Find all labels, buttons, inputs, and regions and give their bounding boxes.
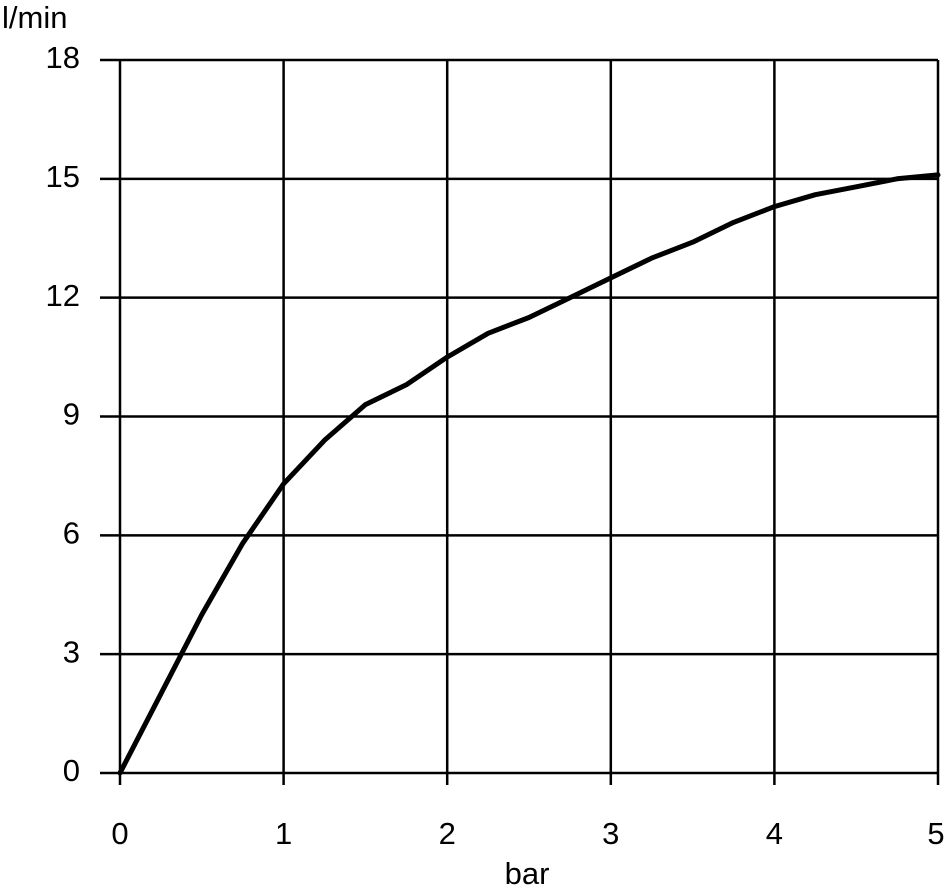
y-tick-label: 12 [46, 278, 80, 313]
x-axis-label: bar [505, 856, 550, 891]
y-tick-label: 18 [46, 40, 80, 75]
x-tick-label: 1 [275, 816, 292, 851]
y-tick-label: 15 [46, 159, 80, 194]
y-tick-label: 3 [63, 634, 80, 669]
y-tick-label: 0 [63, 753, 80, 788]
y-tick-label: 6 [63, 516, 80, 551]
y-tick-label: 9 [63, 397, 80, 432]
data-line [117, 172, 941, 776]
x-tick-label: 0 [111, 816, 128, 851]
x-tick-label: 2 [439, 816, 456, 851]
x-tick-label: 5 [927, 816, 944, 851]
y-axis-label: l/min [2, 0, 67, 35]
x-tick-label: 4 [766, 816, 783, 851]
x-tick-label: 3 [602, 816, 619, 851]
